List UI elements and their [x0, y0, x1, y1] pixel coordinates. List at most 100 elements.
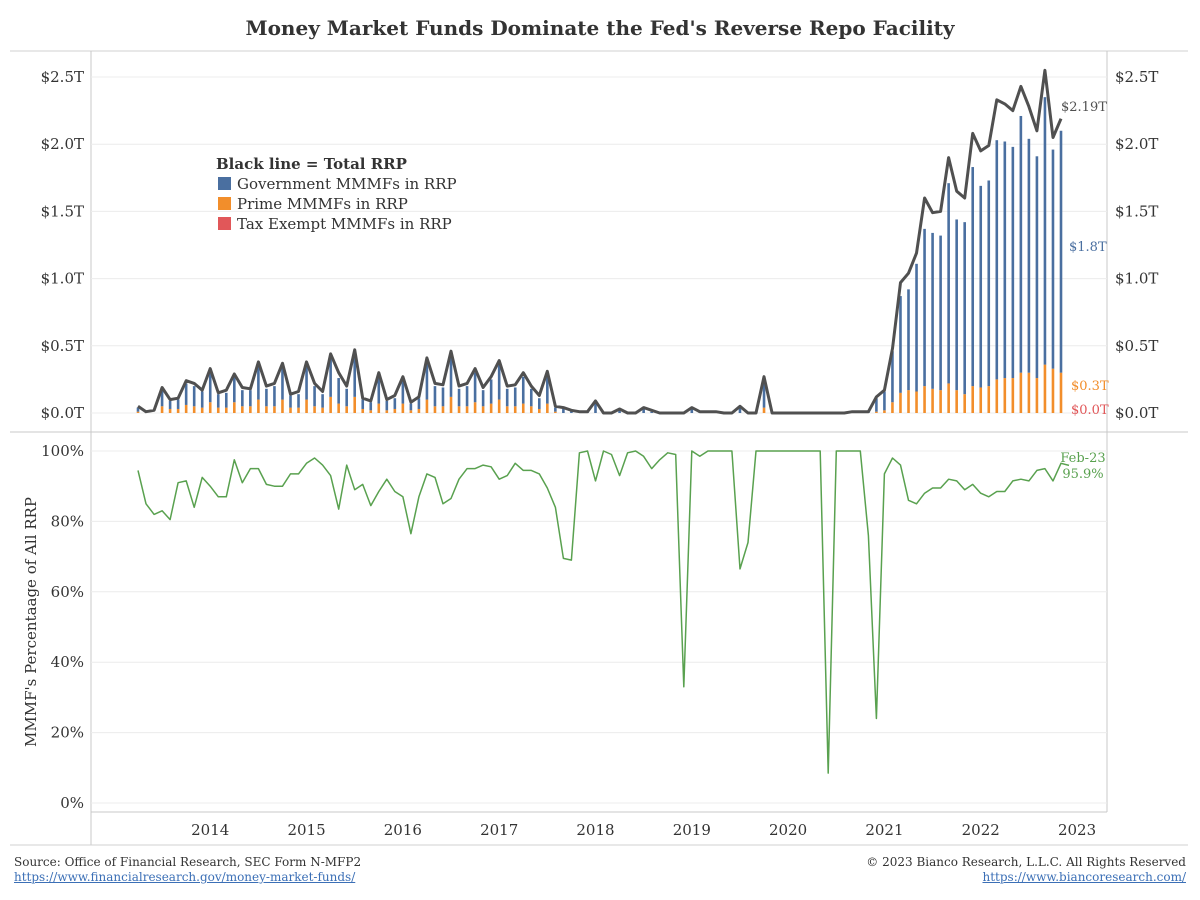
government-bar [594, 400, 597, 413]
x-axis: 2014 2015 2016 2017 2018 2019 2020 2021 2022 2023 [191, 821, 1096, 839]
top-y-tick-label-left: $0.0T [41, 404, 84, 422]
government-bar [353, 355, 357, 397]
footer-source: Source: Office of Financial Research, SE… [14, 855, 361, 885]
prime-bar [433, 406, 437, 413]
government-bar [521, 376, 525, 404]
government-bar [1011, 146, 1015, 379]
government-bar [1035, 156, 1039, 379]
prime-bar [417, 408, 421, 413]
prime-bar [762, 407, 766, 413]
prime-bar [441, 406, 445, 413]
prime-bar [160, 406, 164, 413]
prime-bar [883, 410, 886, 413]
footer-copyright: © 2023 Bianco Research, L.L.C. All Right… [866, 855, 1186, 885]
bottom-y-tick-label: 20% [51, 724, 84, 742]
prime-bar [176, 408, 180, 413]
top-y-tick-label-left: $2.5T [41, 68, 84, 86]
prime-bar [1035, 378, 1039, 413]
prime-bar [1059, 372, 1063, 413]
chart-canvas: $0.0T $0.5T $1.0T $1.5T $2.0T $2.5T $0.0T $0.5… [10, 50, 1188, 846]
government-bar [489, 379, 493, 404]
government-bar [281, 365, 284, 400]
prime-bar [1011, 378, 1015, 413]
government-bar [762, 378, 766, 408]
prime-bar [899, 392, 902, 413]
government-bar [289, 395, 292, 408]
annotation-tax-exempt-last: $0.0T [1071, 403, 1109, 418]
prime-bar [538, 408, 541, 413]
government-bar [473, 372, 477, 403]
government-bar [168, 400, 172, 409]
prime-bar [409, 410, 413, 413]
government-bar [907, 289, 910, 391]
prime-bar [401, 403, 405, 413]
x-tick-label: 2020 [769, 821, 807, 839]
prime-bar [449, 396, 453, 413]
source-link[interactable]: https://www.financialresearch.gov/money-… [14, 870, 356, 884]
government-bar [738, 406, 742, 413]
government-bar [337, 378, 340, 404]
stacked-bars [136, 97, 1063, 413]
prime-bar [489, 403, 493, 413]
government-bar [345, 388, 348, 407]
government-bar [562, 408, 565, 413]
government-bar [618, 408, 621, 413]
government-bar [891, 351, 894, 403]
top-y-axis-right: $0.0T $0.5T $1.0T $1.5T $2.0T $2.5T [1115, 68, 1158, 422]
government-bar [465, 386, 469, 407]
government-bar [208, 371, 212, 403]
x-tick-label: 2023 [1058, 821, 1096, 839]
top-y-tick-label-left: $1.0T [41, 270, 84, 288]
prime-bar [224, 407, 228, 413]
prime-bar [281, 399, 284, 413]
government-bar [963, 222, 966, 395]
government-bar [401, 379, 405, 404]
government-bar [899, 296, 902, 393]
x-tick-label: 2019 [673, 821, 711, 839]
top-y-tick-label-left: $1.5T [41, 202, 84, 220]
government-bar [883, 391, 886, 411]
bottom-y-tick-label: 60% [51, 583, 84, 601]
government-bar [377, 376, 381, 404]
prime-bar [979, 387, 983, 413]
legend-label-tax-exempt: Tax Exempt MMMFs in RRP [237, 215, 452, 233]
site-link[interactable]: https://www.biancoresearch.com/ [982, 870, 1186, 884]
government-bar [409, 403, 413, 411]
top-y-tick-label-right: $2.5T [1115, 68, 1158, 86]
prime-bar [313, 406, 316, 413]
government-bar [313, 386, 316, 407]
government-bar [361, 399, 365, 409]
legend-swatch-government [218, 177, 231, 190]
prime-bar [393, 408, 397, 413]
chart-title: Money Market Funds Dominate the Fed's Re… [245, 16, 955, 40]
government-bar [184, 383, 188, 405]
prime-bar [345, 406, 348, 413]
bottom-y-tick-label: 100% [41, 442, 84, 460]
government-bar [441, 387, 445, 407]
prime-bar [987, 386, 991, 413]
bottom-y-tick-label: 0% [60, 794, 84, 812]
government-bar [497, 364, 501, 400]
government-bar [931, 232, 934, 389]
prime-bar [385, 410, 389, 413]
prime-bar [233, 402, 236, 413]
legend: Black line = Total RRP Government MMMFs … [216, 155, 457, 233]
prime-bar [321, 407, 324, 413]
government-bar [265, 388, 268, 407]
government-bar [224, 392, 228, 408]
prime-bar [1051, 368, 1055, 413]
prime-bar [257, 399, 260, 413]
prime-bar [377, 403, 381, 413]
prime-bar [273, 406, 276, 413]
prime-bar [995, 379, 999, 413]
prime-bar [265, 406, 268, 413]
top-y-tick-label-right: $0.5T [1115, 337, 1158, 355]
prime-bar [521, 403, 525, 413]
prime-bar [1003, 378, 1007, 413]
government-bar [1059, 130, 1063, 373]
government-bar [1051, 149, 1055, 369]
government-bar [393, 398, 397, 409]
government-bar [329, 357, 332, 397]
top-y-tick-label-left: $2.0T [41, 135, 84, 153]
x-tick-label: 2015 [287, 821, 325, 839]
